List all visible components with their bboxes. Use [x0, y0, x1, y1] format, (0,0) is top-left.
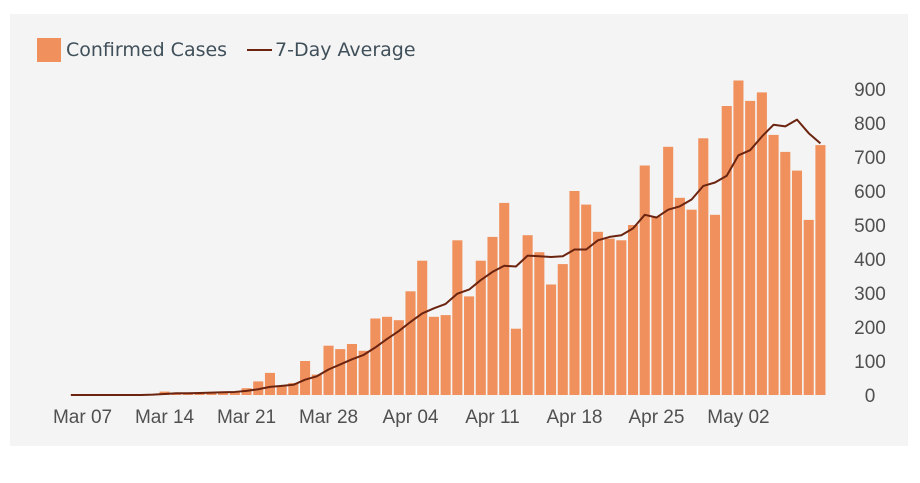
bar-apr-17 [557, 264, 568, 395]
bar-apr-23 [628, 225, 639, 395]
bar-apr-27 [674, 197, 685, 395]
x-tick-may-02: May 02 [707, 407, 769, 428]
x-tick-apr-25: Apr 25 [628, 407, 684, 428]
x-tick-mar-21: Mar 21 [217, 407, 276, 428]
bar-apr-09 [464, 296, 475, 395]
y-tick-600: 600 [854, 182, 886, 203]
y-tick-200: 200 [854, 318, 886, 339]
bar-mar-25 [288, 383, 299, 395]
y-axis: 0 100 200 300 400 500 600 700 800 900 [854, 80, 886, 407]
legend-label-confirmed-cases: Confirmed Cases [66, 39, 227, 61]
bar-apr-24 [639, 165, 650, 395]
bar-may-06 [780, 151, 791, 395]
chart-svg: Confirmed Cases 7-Day Average 0 100 200 300… [37, 38, 886, 428]
y-tick-0: 0 [865, 386, 876, 407]
bar-apr-07 [440, 315, 451, 395]
bar-apr-29 [698, 138, 709, 396]
bar-apr-03 [393, 320, 404, 395]
bar-series [147, 80, 826, 396]
bar-mar-20 [229, 391, 240, 395]
bar-apr-05 [417, 260, 428, 395]
bar-may-05 [768, 134, 779, 395]
x-tick-mar-28: Mar 28 [299, 407, 358, 428]
bar-apr-04 [405, 291, 416, 395]
bar-mar-24 [276, 386, 287, 395]
bar-apr-15 [534, 252, 545, 395]
bar-apr-02 [382, 316, 393, 395]
bar-may-07 [791, 170, 803, 395]
x-tick-mar-07: Mar 07 [53, 407, 112, 428]
bar-apr-20 [592, 231, 603, 395]
bar-mar-22 [253, 381, 264, 395]
bar-apr-16 [546, 284, 557, 395]
legend-bar-swatch [37, 38, 61, 62]
bar-apr-30 [709, 214, 721, 395]
bar-may-08 [803, 219, 814, 395]
y-tick-400: 400 [854, 250, 886, 271]
bar-apr-28 [686, 209, 697, 395]
y-tick-300: 300 [854, 284, 886, 305]
y-tick-500: 500 [854, 216, 886, 237]
bar-apr-11 [487, 236, 498, 395]
bar-apr-22 [616, 240, 627, 395]
line-series [70, 118, 822, 396]
bar-mar-23 [264, 372, 275, 395]
bar-mar-27 [311, 374, 322, 395]
bar-apr-21 [604, 238, 615, 395]
chart-panel: Confirmed Cases 7-Day Average 0 100 200 300… [10, 14, 908, 446]
bar-may-02 [733, 80, 744, 395]
bar-mar-30 [346, 344, 357, 395]
bar-may-09 [815, 145, 826, 395]
bar-apr-14 [522, 235, 533, 395]
bar-apr-01 [370, 318, 381, 395]
bar-mar-29 [335, 349, 346, 395]
bar-apr-12 [499, 202, 510, 395]
bar-apr-25 [651, 216, 662, 395]
x-tick-apr-18: Apr 18 [546, 407, 602, 428]
y-tick-900: 900 [854, 80, 886, 101]
x-tick-apr-11: Apr 11 [465, 407, 520, 428]
bar-apr-18 [569, 191, 580, 395]
bar-apr-26 [663, 146, 674, 395]
bar-may-03 [745, 100, 756, 396]
bar-mar-26 [300, 361, 311, 395]
bar-apr-10 [475, 260, 486, 395]
legend: Confirmed Cases 7-Day Average [37, 38, 416, 62]
y-tick-100: 100 [854, 352, 886, 373]
legend-label-7-day-average: 7-Day Average [275, 39, 416, 61]
bar-mar-31 [358, 350, 369, 395]
y-tick-700: 700 [854, 148, 886, 169]
x-axis: Mar 07 Mar 14 Mar 21 Mar 28 Apr 04 Apr 11 Apr … [53, 407, 770, 428]
bar-may-01 [721, 106, 732, 395]
bar-mar-19 [218, 391, 229, 395]
bar-apr-06 [428, 316, 439, 395]
x-tick-mar-14: Mar 14 [135, 407, 195, 428]
bar-apr-13 [510, 328, 521, 395]
bar-mar-17 [194, 393, 205, 395]
line-7-day-average [70, 118, 822, 396]
bar-apr-08 [452, 240, 463, 395]
x-tick-apr-04: Apr 04 [383, 407, 439, 428]
bar-apr-19 [581, 204, 592, 395]
y-tick-800: 800 [854, 114, 886, 135]
bar-may-04 [756, 92, 767, 396]
bar-mar-18 [206, 392, 217, 395]
